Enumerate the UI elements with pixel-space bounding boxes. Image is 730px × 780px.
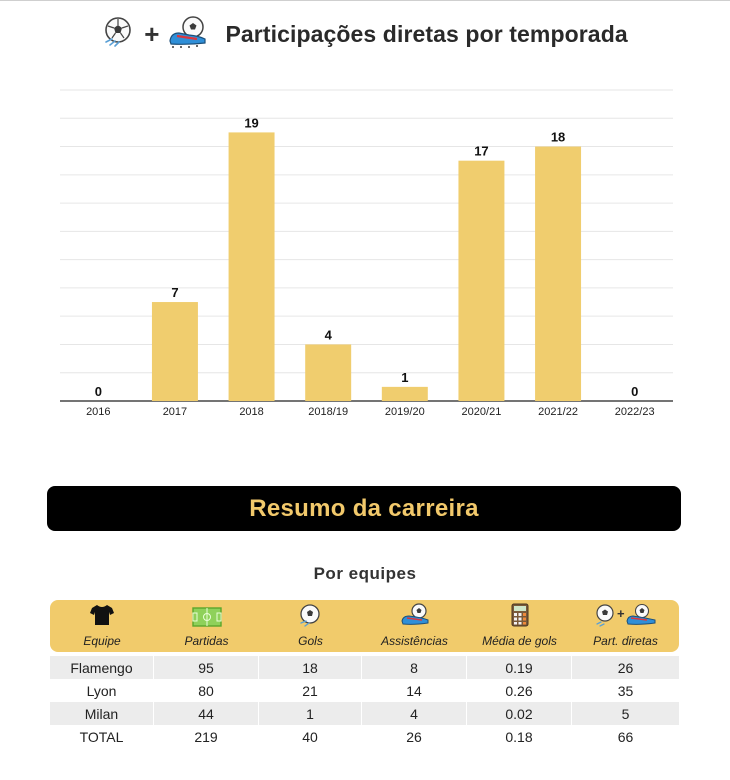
bar-2019/20 (381, 386, 428, 401)
col-header-goal-average: Média de gols (467, 600, 572, 652)
cell-direct-participations: 35 (617, 682, 634, 699)
cell-goal-average: 0.18 (467, 725, 572, 748)
soccer-ball-icon (102, 15, 136, 54)
cell-direct-participations: 5 (572, 702, 679, 725)
table-row-total: TOTAL 219 40 26 0.18 66 (50, 725, 679, 748)
data-label: 1 (401, 370, 408, 385)
cell-direct-participations: 66 (617, 728, 634, 745)
cell-goals: 18 (259, 656, 362, 679)
ball-plus-cleat-icon: + (595, 603, 657, 632)
col-header-matches: Partidas (154, 600, 259, 652)
col-label: Assistências (381, 634, 448, 648)
teams-table: Equipe Partidas (50, 600, 679, 748)
bar-2018/19 (305, 344, 352, 401)
x-tick-label: 2018 (239, 406, 263, 418)
cell-goal-average: 0.26 (467, 679, 572, 702)
x-tick-label: 2017 (163, 406, 187, 418)
cell-team: Milan (50, 702, 154, 725)
table-row: Lyon 80 21 14 0.26 35 (50, 679, 679, 702)
cell-goals: 21 (259, 679, 362, 702)
x-tick-label: 2021/22 (538, 406, 578, 418)
col-header-goals: Gols (259, 600, 362, 652)
cell-team: TOTAL (50, 725, 154, 748)
bar-2017 (151, 302, 198, 401)
col-header-assists: Assistências (362, 600, 467, 652)
bar-2020/21 (458, 160, 505, 401)
bar-chart: 0 2016 7 2017 19 2018 4 2018/19 1 2019/20 17 2020/2… (60, 89, 673, 418)
cell-team: Lyon (50, 679, 154, 702)
col-label: Equipe (83, 634, 121, 648)
cleat-icon (167, 15, 209, 54)
cleat-icon (400, 603, 430, 632)
col-label: Média de gols (482, 634, 557, 648)
cell-matches: 80 (154, 679, 259, 702)
col-header-direct-participations: + Part. diretas (572, 600, 679, 652)
cell-matches: 95 (154, 656, 259, 679)
table-row: Flamengo 95 18 8 0.19 26 (50, 656, 679, 679)
top-divider (0, 0, 730, 1)
cell-goal-average: 0.02 (467, 702, 572, 725)
table-row: Milan 44 1 4 0.02 5 (50, 702, 679, 725)
cell-assists: 8 (362, 656, 467, 679)
cell-goals: 1 (259, 702, 362, 725)
data-label: 18 (551, 130, 565, 145)
cell-matches: 219 (154, 725, 259, 748)
svg-text:+: + (617, 606, 625, 621)
col-label: Partidas (184, 634, 229, 648)
plus-sign: + (144, 18, 160, 49)
x-tick-label: 2016 (86, 406, 110, 418)
banner-title: Resumo da carreira (249, 494, 479, 522)
table-header: Equipe Partidas (50, 600, 679, 652)
cell-direct-participations: 26 (572, 656, 679, 679)
x-tick-label: 2022/23 (615, 406, 655, 418)
col-label: Part. diretas (593, 634, 658, 648)
table-subtitle: Por equipes (313, 564, 417, 583)
data-label: 7 (171, 285, 178, 300)
calculator-icon (509, 603, 531, 632)
soccer-ball-icon (298, 603, 324, 632)
x-tick-label: 2020/21 (462, 406, 502, 418)
col-label: Gols (298, 634, 323, 648)
cell-assists: 26 (362, 725, 467, 748)
chart-title: Participações diretas por temporada (225, 20, 628, 47)
bar-2021/22 (535, 146, 582, 401)
data-label: 19 (244, 115, 258, 130)
cell-assists: 4 (362, 702, 467, 725)
col-header-team: Equipe (50, 600, 154, 652)
data-label: 0 (631, 384, 638, 399)
data-label: 4 (325, 327, 333, 342)
cell-goals: 40 (259, 725, 362, 748)
bar-2018 (228, 132, 275, 401)
data-label: 17 (474, 144, 488, 159)
cell-team: Flamengo (50, 656, 154, 679)
chart-header: + Participações diretas por temporada (0, 14, 730, 54)
x-tick-label: 2018/19 (308, 406, 348, 418)
pitch-icon (191, 607, 222, 632)
data-label: 0 (95, 384, 102, 399)
x-tick-label: 2019/20 (385, 406, 425, 418)
cell-goal-average: 0.19 (467, 656, 572, 679)
career-summary-banner: Resumo da carreira (47, 486, 681, 531)
cell-assists: 14 (362, 679, 467, 702)
shirt-icon (89, 603, 115, 632)
cell-matches: 44 (154, 702, 259, 725)
